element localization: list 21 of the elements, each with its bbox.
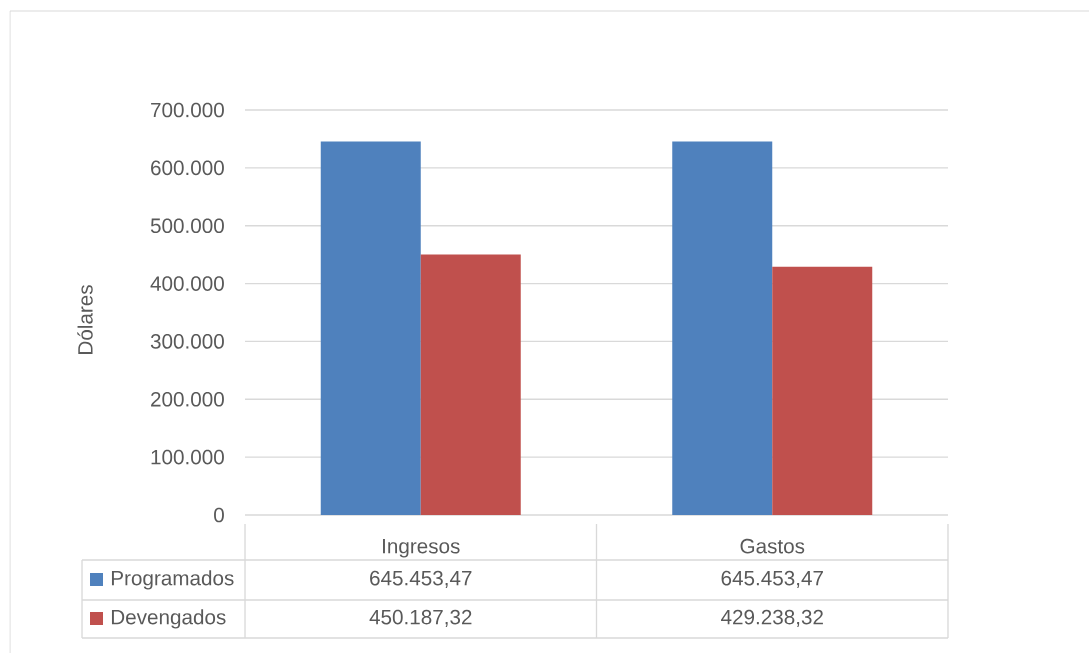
bar: [772, 266, 873, 515]
y-tick-label: 400.000: [150, 276, 224, 291]
legend-label: Devengados: [111, 609, 226, 629]
x-tick-label: Ingresos: [383, 539, 460, 558]
y-tick-label: 100.000: [151, 449, 224, 465]
legend-label: Programados: [111, 570, 234, 590]
y-tick-label: 600.000: [151, 160, 224, 176]
data-label: 429.238,32: [721, 609, 823, 627]
data-label: 645.453,47: [370, 570, 472, 588]
y-axis-title: Dólares: [77, 285, 93, 354]
data-label: 450.187,32: [369, 609, 472, 627]
y-tick-label: 0: [214, 507, 224, 523]
y-tick-label: 200.000: [151, 391, 224, 407]
data-label: 645.453,47: [721, 570, 823, 588]
y-tick-label: 500.000: [150, 218, 224, 234]
y-tick-label: 300.000: [150, 334, 224, 349]
x-tick-label: Gastos: [740, 538, 805, 554]
y-tick-label: 700.000: [151, 102, 224, 118]
bar: [420, 254, 521, 515]
bar: [672, 141, 773, 515]
bar: [320, 141, 421, 515]
